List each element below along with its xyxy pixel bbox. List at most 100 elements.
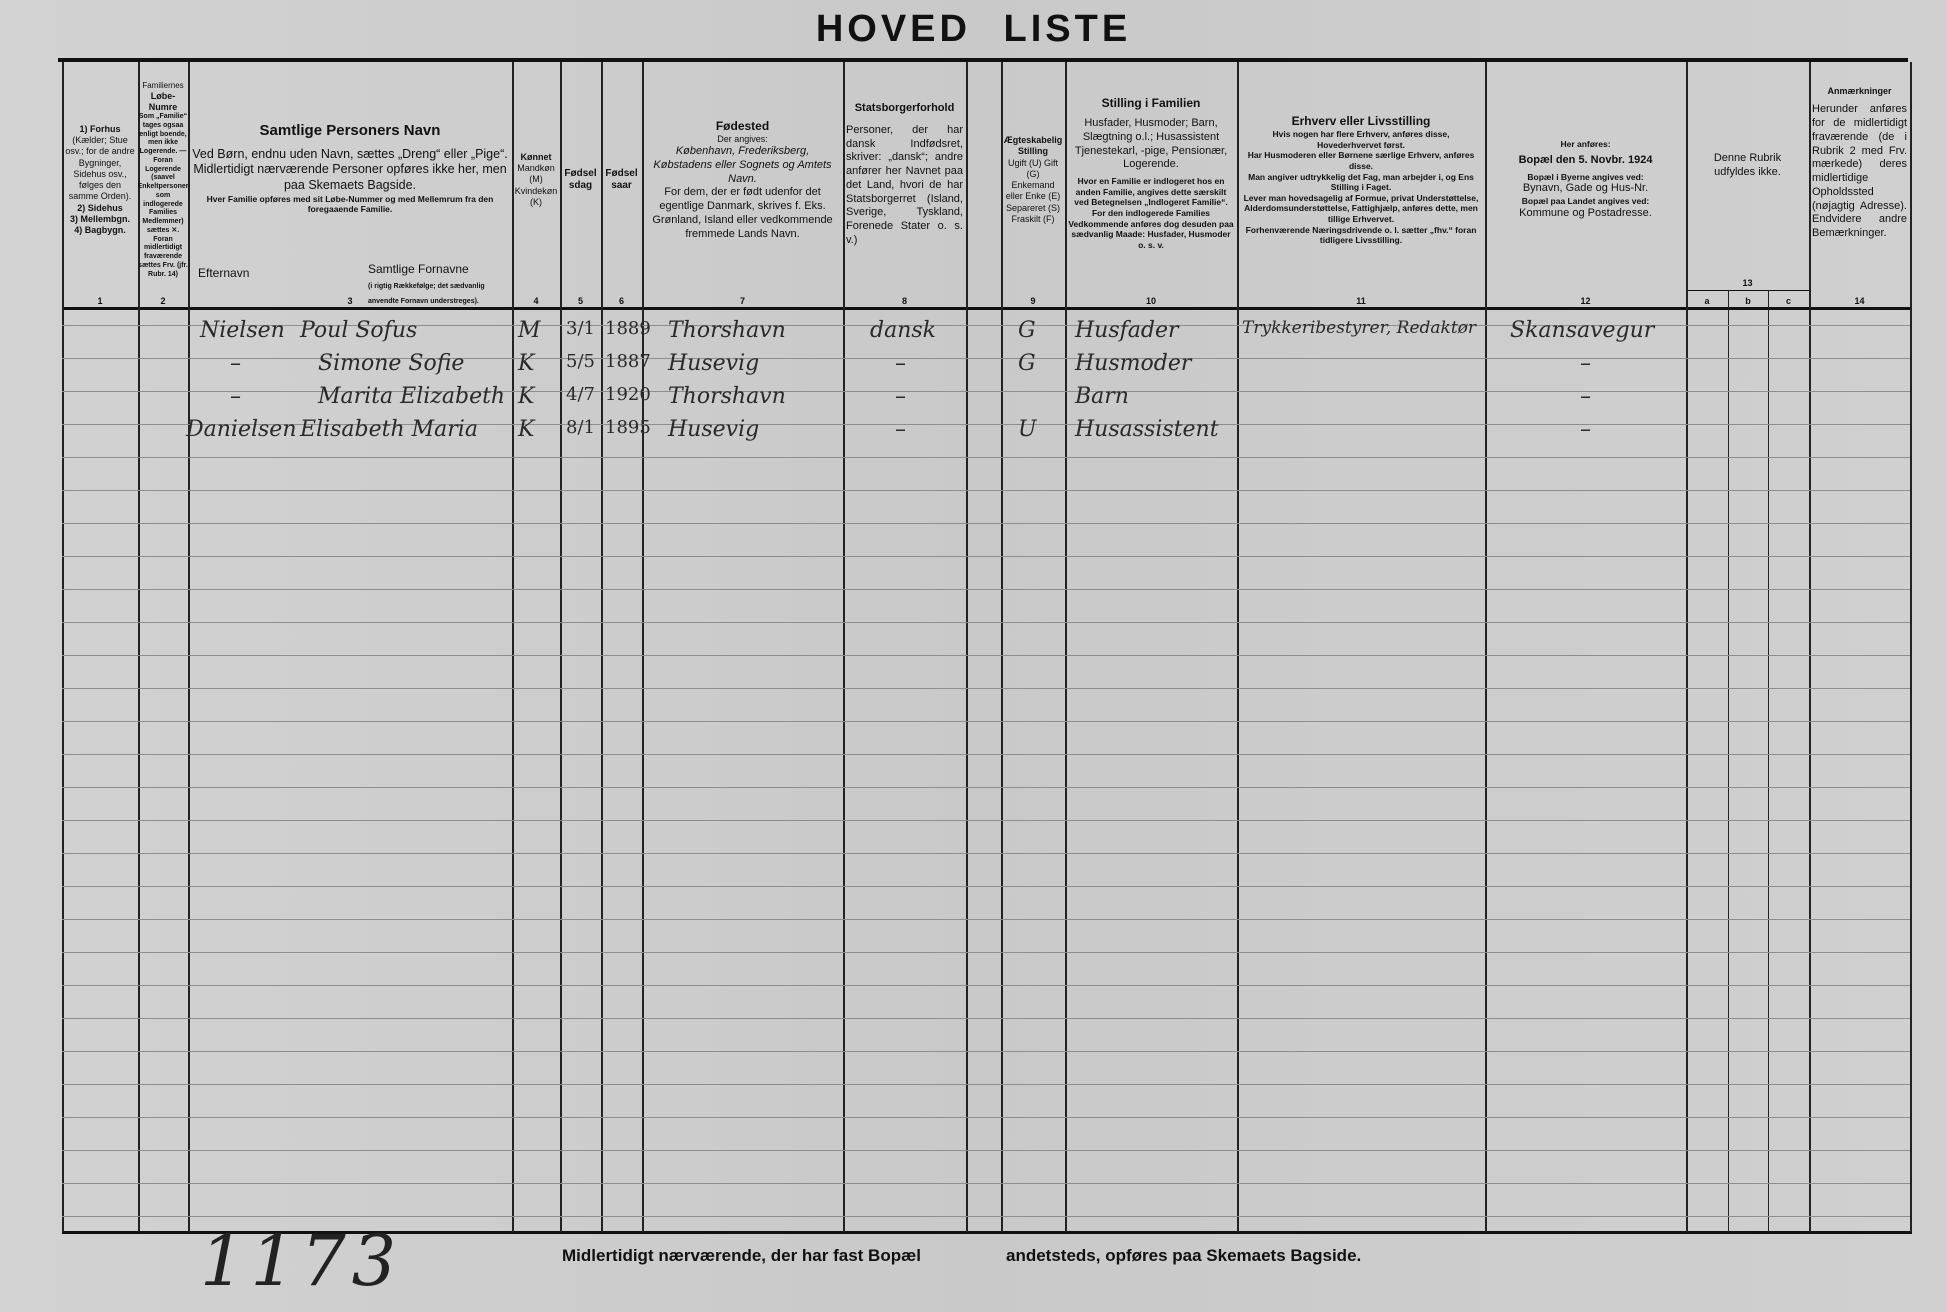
ruled-line <box>62 1183 1910 1184</box>
subcolumn-divider <box>1728 290 1729 1232</box>
entry-sex: M <box>518 318 541 343</box>
column-divider <box>843 62 845 1232</box>
c1-forhus: 1) Forhus <box>79 123 121 134</box>
header-col9: Ægteskabelig Stilling Ugift (U) Gift (G)… <box>1001 66 1065 294</box>
ruled-line <box>62 556 1910 557</box>
entry-sex: K <box>518 417 535 442</box>
entry-residence-1924: Skansavegur <box>1510 318 1655 343</box>
c11-line4: Lever man hovedsagelig af Formue, privat… <box>1243 192 1479 225</box>
column-divider <box>966 62 968 1232</box>
header-col4: Kønnet Mandkøn (M) Kvindekøn (K) <box>512 66 560 294</box>
footer-note-right: andetsteds, opføres paa Skemaets Bagside… <box>1006 1246 1362 1265</box>
header-col13: Denne Rubrik udfyldes ikke. <box>1700 66 1795 266</box>
ruled-line <box>62 853 1910 854</box>
colnum-11: 11 <box>1356 296 1366 306</box>
entry-birthplace: Husevig <box>668 351 760 376</box>
entry-family-position: Husfader <box>1075 318 1179 343</box>
footer-note-left: Midlertidigt nærværende, der har fast Bo… <box>562 1246 921 1265</box>
column-divider <box>1686 62 1688 1232</box>
header-col8: Statsborgerforhold Personer, der har dan… <box>843 66 966 294</box>
c3-fornavne: Samtlige Fornavne (i rigtig Rækkefølge; d… <box>368 262 508 307</box>
c7-line3: For dem, der er født udenfor det egentli… <box>652 186 833 240</box>
ruled-line <box>62 391 1910 392</box>
ruled-line <box>62 424 1910 425</box>
header-col10: Stilling i Familien Husfader, Husmoder; … <box>1065 66 1237 294</box>
entry-birth-year: 1887 <box>605 351 651 372</box>
entry-citizenship: – <box>895 417 906 442</box>
colnum-5: 5 <box>577 296 583 306</box>
c2-text: Som „Familie“ tages ogsaa enligt boende,… <box>137 113 189 278</box>
ruled-line <box>62 655 1910 656</box>
c4-text: Mandkøn (M) Kvindekøn (K) <box>514 163 558 207</box>
c14-title: Anmærkninger <box>1827 86 1892 96</box>
c7-title: Fødested <box>715 118 770 133</box>
c1-note: (Kælder; Stue osv.; for de andre Bygning… <box>65 135 135 202</box>
entry-sex: K <box>518 351 535 376</box>
entry-given-names: Poul Sofus <box>300 318 418 343</box>
top-rule <box>58 58 1908 62</box>
c2-title: Løbe-Numre <box>148 90 178 112</box>
ruled-line <box>62 1216 1910 1217</box>
c1-sidehus: 2) Sidehus <box>77 202 123 213</box>
colnum-1: 1 <box>97 296 103 306</box>
entry-birth-year: 1889 <box>605 318 651 339</box>
header-col1: 1) Forhus (Kælder; Stue osv.; for de and… <box>62 66 138 294</box>
c5-title: Fødselsdag <box>564 167 597 192</box>
entry-citizenship: – <box>895 384 906 409</box>
c8-text: Personer, der har dansk Indfødsret, skri… <box>846 123 963 246</box>
subcolumn-divider <box>1768 290 1769 1232</box>
c3-fornavne-label: Samtlige Fornavne <box>368 262 469 276</box>
ruled-line <box>62 688 1910 689</box>
c11-line1: Hvis nogen har flere Erhverv, anføres di… <box>1272 129 1450 150</box>
c8-title: Statsborgerforhold <box>854 102 955 114</box>
entry-birthplace: Husevig <box>668 417 760 442</box>
c1-mellembygning: 3) Mellembgn. <box>69 213 130 224</box>
ruled-line <box>62 490 1910 491</box>
ruled-line <box>62 1117 1910 1118</box>
c3-efternavn: Efternavn <box>198 266 250 280</box>
c1-bagbygning: 4) Bagbygn. <box>74 225 126 235</box>
ruled-line <box>62 952 1910 953</box>
form-title: HOVED LISTE <box>815 8 1132 50</box>
column-divider <box>512 62 514 1232</box>
column-divider <box>1237 62 1239 1232</box>
ruled-line <box>62 457 1910 458</box>
colnum-12: 12 <box>1580 296 1591 306</box>
colnum-13: 13 <box>1742 278 1753 288</box>
c10-title: Stilling i Familien <box>1101 96 1201 110</box>
colnum-2: 2 <box>160 296 166 306</box>
entry-birthplace: Thorshavn <box>668 318 786 343</box>
c11-title: Erhverv eller Livsstilling <box>1291 114 1431 129</box>
entry-surname: Nielsen <box>200 318 285 343</box>
c12-line1: Her anføres: <box>1560 139 1611 150</box>
colnum-13a: a <box>1704 296 1710 306</box>
entry-marital-status: G <box>1018 351 1036 376</box>
c10-line2: Hvor en Familie er indlogeret hos en and… <box>1068 176 1234 250</box>
column-divider <box>560 62 562 1232</box>
header-col12: Her anføres: Bopæl den 5. Novbr. 1924 Bo… <box>1485 66 1686 294</box>
entry-birth-year: 1895 <box>605 417 651 438</box>
c4-title: Kønnet <box>520 151 552 162</box>
column-divider <box>138 62 140 1232</box>
column-divider <box>1910 62 1912 1232</box>
c7-line1: Der angives: <box>717 133 768 144</box>
entry-birthplace: Thorshavn <box>668 384 786 409</box>
colnum-4: 4 <box>533 296 539 306</box>
c12-line5: Kommune og Postadresse. <box>1519 206 1652 219</box>
c11-line3: Man angiver udtrykkelig det Fag, man arb… <box>1248 171 1474 193</box>
c3-title: Samtlige Personers Navn <box>259 122 441 139</box>
column-divider <box>642 62 644 1232</box>
colnum-14: 14 <box>1854 296 1865 306</box>
c12-title: Bopæl den 5. Novbr. 1924 <box>1518 154 1653 167</box>
column-divider <box>601 62 603 1232</box>
header-col7: Fødested Der angives: København, Frederi… <box>642 66 843 294</box>
c3-line3: Hver Familie opføres med sit Løbe-Nummer… <box>206 193 494 215</box>
colnum-9: 9 <box>1030 296 1036 306</box>
entry-birth-day: 8/1 <box>566 417 595 438</box>
entry-given-names: Elisabeth Maria <box>300 417 478 442</box>
column-divider <box>1809 62 1811 1232</box>
entry-family-position: Barn <box>1075 384 1129 409</box>
c6-title: Fødselsaar <box>605 167 638 192</box>
entry-given-names: Marita Elizabeth <box>318 384 506 409</box>
